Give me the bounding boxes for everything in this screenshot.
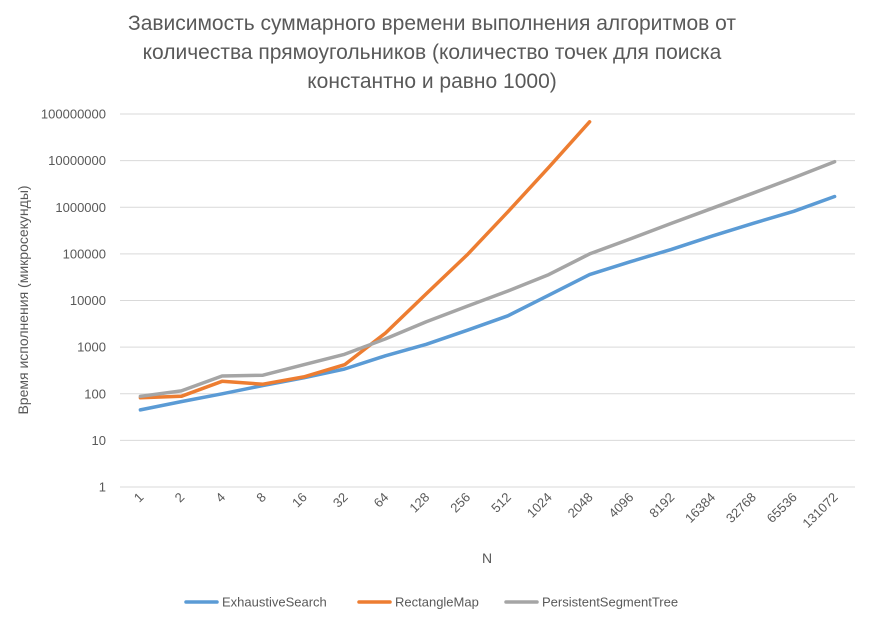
legend-label: RectangleMap	[395, 595, 479, 610]
x-tick-label: 2048	[565, 490, 596, 521]
y-tick-label: 1	[99, 480, 106, 495]
x-tick-label: 1024	[524, 490, 555, 521]
series-lines	[138, 120, 837, 412]
y-tick-label: 10000000	[48, 153, 106, 168]
y-tick-label: 100000000	[41, 107, 106, 122]
legend-item: PersistentSegmentTree	[504, 595, 678, 610]
chart-title: Зависимость суммарного времени выполнени…	[128, 12, 736, 93]
series-line-exhaustivesearch	[138, 194, 837, 412]
legend-item: RectangleMap	[357, 595, 479, 610]
x-tick-label: 4096	[605, 490, 636, 521]
x-tick-label: 4	[212, 490, 228, 506]
chart-title-line-1: Зависимость суммарного времени выполнени…	[128, 12, 736, 35]
x-tick-label: 32768	[723, 490, 759, 526]
legend-label: ExhaustiveSearch	[222, 595, 327, 610]
x-tick-label: 65536	[764, 490, 800, 526]
x-tick-label: 1	[131, 490, 147, 506]
y-tick-label: 10000	[70, 293, 106, 308]
x-tick-label: 131072	[799, 490, 840, 531]
chart-title-line-2: количества прямоугольников (количество т…	[143, 41, 722, 64]
y-tick-label: 1000000	[55, 200, 106, 215]
y-tick-label: 1000	[77, 340, 106, 355]
series-line-rectanglemap	[138, 120, 592, 400]
x-tick-label: 16	[289, 490, 310, 511]
legend: ExhaustiveSearch RectangleMap PersistentSe…	[184, 595, 678, 610]
x-axis-ticks: 1 2 4 8 16 32 64 128 256 512 1024 2048 4096 8192 16384…	[131, 490, 841, 531]
y-axis-ticks: 1 10 100 1000 10000 100000 1000000 10000000 1000…	[41, 107, 106, 495]
y-tick-label: 10	[92, 433, 106, 448]
x-tick-label: 2	[172, 490, 188, 506]
x-axis-title: N	[482, 550, 492, 566]
series-line-persistentsegmenttree	[138, 159, 837, 399]
x-tick-label: 32	[330, 490, 351, 511]
x-tick-label: 64	[371, 490, 392, 511]
x-tick-label: 8192	[646, 490, 677, 521]
legend-item: ExhaustiveSearch	[184, 595, 327, 610]
x-tick-label: 512	[488, 490, 514, 516]
y-tick-label: 100000	[63, 246, 106, 261]
chart-title-line-3: константно и равно 1000)	[307, 70, 557, 93]
y-tick-label: 100	[84, 386, 106, 401]
x-tick-label: 256	[447, 490, 473, 516]
legend-label: PersistentSegmentTree	[542, 595, 678, 610]
x-tick-label: 8	[253, 490, 269, 506]
y-axis-title: Время исполнения (микросекунды)	[15, 185, 31, 414]
x-tick-label: 16384	[682, 490, 718, 526]
x-tick-label: 128	[406, 490, 432, 516]
